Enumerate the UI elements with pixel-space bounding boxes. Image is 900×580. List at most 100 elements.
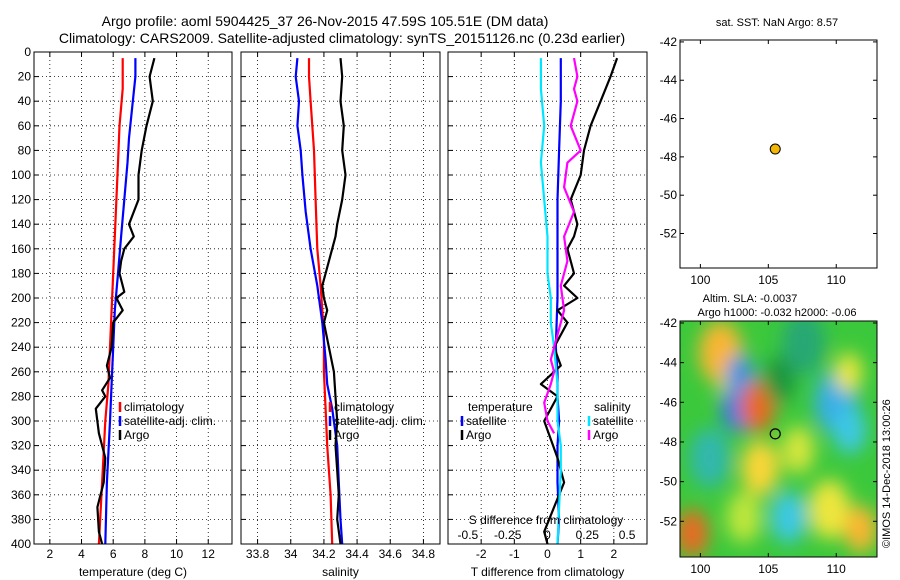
sla-anomaly-cell-5 xyxy=(741,439,780,496)
secondary-x-tick-label: -0.5 xyxy=(458,528,479,542)
legend-label: Argo xyxy=(334,428,360,442)
legend-title-temperature: temperature xyxy=(468,400,533,414)
argo-location-marker xyxy=(769,428,781,440)
legend-label: climatology xyxy=(124,400,184,414)
series-s-satellite xyxy=(539,58,562,545)
sla-map-panel: Altim. SLA: -0.0037 Argo h1000: -0.032 h2… xyxy=(660,293,878,576)
legend-label: satellite-adj. clim. xyxy=(334,414,426,428)
y-tick-label: 200 xyxy=(11,291,31,305)
legend-label-s: satellite xyxy=(593,414,634,428)
plot-frame xyxy=(447,51,648,545)
difference-panel: -2 -1 0 1 2 T difference from climatology temp… xyxy=(447,51,648,579)
y-tick-label: 120 xyxy=(11,193,31,207)
map-x-tick-label: 110 xyxy=(827,562,846,576)
y-tick-label: 80 xyxy=(18,143,32,157)
map-y-tick-label: -50 xyxy=(660,475,678,489)
map-x-tick-label: 100 xyxy=(690,562,710,576)
y-tick-label: 140 xyxy=(11,217,31,231)
x-axis-label: salinity xyxy=(322,565,359,579)
sla-heatmap-field xyxy=(680,321,877,557)
map-y-tick-label: -42 xyxy=(660,35,678,49)
series-satellite-adj-clim- xyxy=(104,58,137,545)
sla-anomaly-cell-13 xyxy=(680,509,709,557)
sla-anomaly-cell-10 xyxy=(781,321,826,375)
sla-title-line-1: Altim. SLA: -0.0037 xyxy=(703,293,798,305)
sla-anomaly-cell-3 xyxy=(726,354,754,395)
sla-anomaly-cell-9 xyxy=(833,406,867,454)
y-tick-label: 260 xyxy=(11,365,31,379)
map-y-tick-label: -46 xyxy=(660,395,678,409)
title-line-2: Climatology: CARS2009. Satellite-adjuste… xyxy=(59,30,625,46)
sla-anomaly-cell-16 xyxy=(834,352,863,393)
series-argo xyxy=(321,57,347,545)
map-frame xyxy=(679,39,878,269)
sla-blobs xyxy=(680,321,877,557)
map-x-tick-label: 105 xyxy=(758,273,778,287)
y-tick-label: 320 xyxy=(11,439,31,453)
map-y-tick-label: -48 xyxy=(660,435,678,449)
map-frame xyxy=(679,320,878,558)
x-tick-label: 2 xyxy=(610,547,617,561)
temperature-panel: 2 4 6 8 10 1202040608010012014016018020022024… xyxy=(11,45,233,579)
x-tick-label: 10 xyxy=(170,547,184,561)
argo-location-marker xyxy=(769,143,781,155)
series-climatology xyxy=(307,58,334,545)
x-tick-label: 34.4 xyxy=(345,547,369,561)
y-tick-label: 400 xyxy=(11,537,31,551)
x-axis-label: temperature (deg C) xyxy=(79,565,187,579)
map-x-tick-label: 105 xyxy=(758,562,778,576)
y-tick-label: 0 xyxy=(24,45,31,59)
map-x-tick-label: 110 xyxy=(827,273,846,287)
secondary-x-tick-label: 0 xyxy=(544,528,551,542)
plot-frame xyxy=(240,51,441,545)
series-climatology xyxy=(97,58,124,545)
sla-anomaly-cell-12 xyxy=(844,505,877,554)
x-tick-label: 34.2 xyxy=(312,547,336,561)
series-s-argo xyxy=(543,57,582,434)
x-tick-label: 1 xyxy=(577,547,584,561)
y-tick-label: 100 xyxy=(11,168,31,182)
x-tick-label: -2 xyxy=(476,547,487,561)
y-tick-label: 20 xyxy=(18,70,32,84)
sst-map-title: sat. SST: NaN Argo: 8.57 xyxy=(716,17,838,29)
x-axis-label: T difference from climatology xyxy=(471,565,625,579)
salinity-panel: 33.8 34 34.2 34.4 34.6 34.8 salinity climatolog… xyxy=(240,51,441,579)
sla-anomaly-cell-14 xyxy=(771,491,807,544)
sst-map-panel: sat. SST: NaN Argo: 8.57 -42 -44 -46 -48 -50 -… xyxy=(660,17,878,287)
x-tick-label: 33.8 xyxy=(246,547,270,561)
map-y-tick-label: -52 xyxy=(660,227,678,241)
legend-title-salinity: salinity xyxy=(594,400,631,414)
x-tick-label: 12 xyxy=(202,547,216,561)
title-line-1: Argo profile: aoml 5904425_37 26-Nov-201… xyxy=(102,13,549,29)
map-x-tick-label: 100 xyxy=(690,273,710,287)
x-tick-label: 4 xyxy=(78,547,85,561)
y-tick-label: 300 xyxy=(11,414,31,428)
x-tick-label: 6 xyxy=(110,547,117,561)
map-y-tick-label: -52 xyxy=(660,514,678,528)
y-tick-label: 220 xyxy=(11,316,31,330)
map-y-tick-label: -44 xyxy=(660,73,678,87)
series-t-argo xyxy=(539,57,619,545)
y-tick-label: 240 xyxy=(11,340,31,354)
sla-anomaly-cell-7 xyxy=(781,426,815,474)
x-tick-label: 2 xyxy=(46,547,53,561)
y-tick-label: 40 xyxy=(18,94,32,108)
legend-label: satellite-adj. clim. xyxy=(124,414,216,428)
y-tick-label: 340 xyxy=(11,463,31,477)
y-tick-label: 280 xyxy=(11,389,31,403)
y-tick-label: 380 xyxy=(11,512,31,526)
series-satellite-adj-clim- xyxy=(294,57,344,545)
y-tick-label: 160 xyxy=(11,242,31,256)
sla-anomaly-cell-15 xyxy=(726,491,762,544)
series-argo xyxy=(94,57,156,545)
imos-credit: ©IMOS 14-Dec-2018 13:00:26 xyxy=(881,399,893,548)
sla-anomaly-cell-11 xyxy=(809,479,850,540)
map-y-tick-label: -50 xyxy=(660,188,678,202)
secondary-x-tick-label: 0.5 xyxy=(619,528,636,542)
y-tick-label: 60 xyxy=(18,119,32,133)
x-tick-label: 34.8 xyxy=(412,547,436,561)
secondary-x-tick-label: 0.25 xyxy=(576,528,600,542)
legend-label-t: Argo xyxy=(466,428,492,442)
y-tick-label: 180 xyxy=(11,266,31,280)
